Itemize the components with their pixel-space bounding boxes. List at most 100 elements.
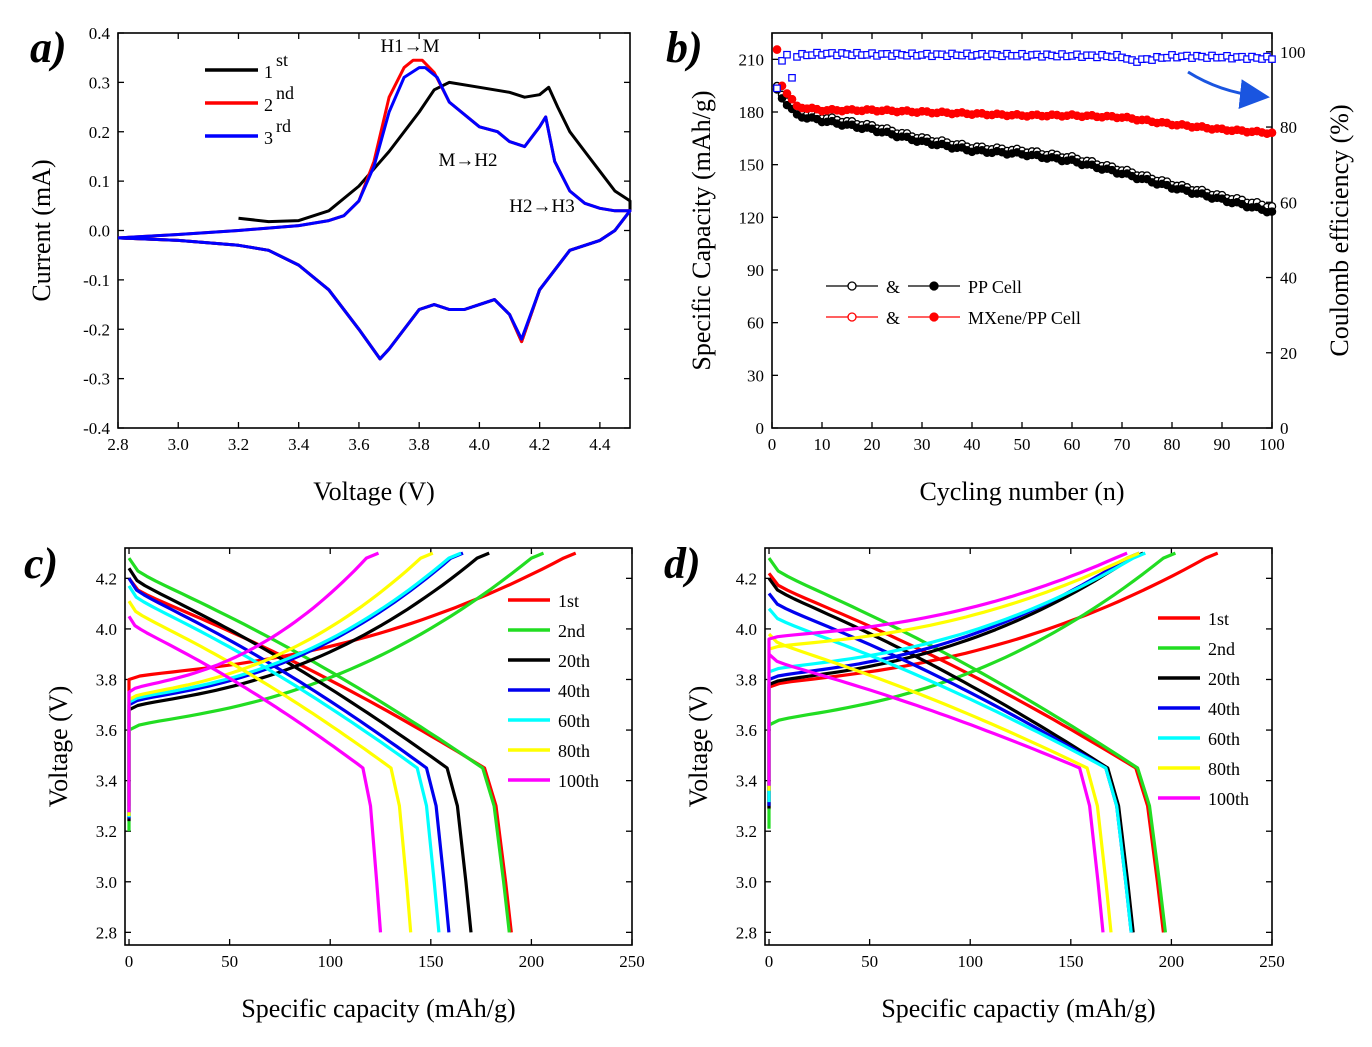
pp-discharge-point [1267, 207, 1277, 216]
legend-label: 20th [1208, 669, 1240, 689]
mxene-discharge-point [1267, 128, 1277, 138]
charge-curve-1st [127, 551, 577, 806]
y2-tick-label: 40 [1280, 269, 1297, 288]
x-tick-label: 2.8 [107, 435, 128, 454]
charge-curve-2nd [767, 551, 1177, 829]
x-tick-label: 4.2 [529, 435, 550, 454]
y-tick-label: 210 [739, 50, 765, 69]
x-tick-label: 200 [519, 952, 545, 971]
legend-label: 80th [558, 741, 590, 761]
mxene-discharge-point [787, 95, 797, 104]
x-tick-label: 4.4 [589, 435, 611, 454]
legend-label: 1st [1208, 609, 1229, 629]
legend-amp: & [886, 308, 900, 328]
charge-curve-100th [767, 551, 1128, 786]
discharge-curve-2nd [767, 557, 1167, 933]
y-tick-label: 3.2 [736, 822, 757, 841]
x-tick-label: 70 [1114, 435, 1131, 454]
annotation-h2-h3: H2→H3 [509, 196, 574, 217]
x-tick-label: 3.6 [348, 435, 369, 454]
panel-label: b) [666, 23, 703, 72]
y-tick-label: 0.3 [89, 73, 110, 92]
x-tick-label: 20 [864, 435, 881, 454]
x-axis-title: Specific capacity (mAh/g) [241, 994, 515, 1023]
y-tick-label: -0.3 [83, 370, 110, 389]
charge-curve-20th [127, 551, 490, 822]
x-tick-label: 50 [861, 952, 878, 971]
y-tick-label: 0.4 [89, 24, 111, 43]
annotation-h1-m: H1→M [380, 36, 439, 57]
y-tick-label: 0.1 [89, 172, 110, 191]
y-tick-label: 4.0 [736, 620, 757, 639]
efficiency-point [783, 50, 791, 59]
y-axis-title: Voltage (V) [44, 686, 73, 808]
efficiency-point [1268, 55, 1276, 63]
y-tick-label: 3.2 [96, 822, 117, 841]
x-tick-label: 30 [914, 435, 931, 454]
discharge-curve-1st [127, 577, 513, 933]
x-tick-label: 0 [765, 952, 774, 971]
legend-label: 80th [1208, 759, 1240, 779]
discharge-curve-20th [767, 577, 1135, 933]
charge-curve-2nd [127, 551, 545, 832]
y-tick-label: 4.2 [736, 569, 757, 588]
y-tick-label: -0.4 [83, 419, 110, 438]
y-tick-label: 150 [739, 156, 765, 175]
y-axis-title: Voltage (V) [684, 686, 713, 808]
x-tick-label: 3.8 [409, 435, 430, 454]
y2-tick-label: 20 [1280, 344, 1297, 363]
legend-marker-filled [929, 312, 939, 322]
x-tick-label: 100 [957, 952, 983, 971]
legend-label: PP Cell [968, 277, 1022, 297]
y-tick-label: 3.0 [736, 873, 757, 892]
discharge-curve-40th [127, 577, 451, 933]
legend-label-num: 2 [264, 95, 273, 115]
x-tick-label: 150 [1058, 952, 1084, 971]
legend-label: 100th [1208, 789, 1249, 809]
legend-label: 60th [1208, 729, 1240, 749]
y-tick-label: 2.8 [96, 923, 117, 942]
x-tick-label: 80 [1164, 435, 1181, 454]
y-tick-label: 3.8 [96, 670, 117, 689]
y-tick-label: 4.2 [96, 569, 117, 588]
discharge-curve-20th [127, 567, 473, 933]
y-tick-label: 3.4 [736, 772, 758, 791]
pp-discharge-point [777, 94, 787, 103]
charge-curve-100th [127, 551, 380, 813]
x-tick-label: 150 [418, 952, 444, 971]
legend-label: 40th [1208, 699, 1240, 719]
panel-label: a) [30, 23, 67, 72]
x-tick-label: 3.2 [228, 435, 249, 454]
y-tick-label: 4.0 [96, 620, 117, 639]
cv-curve-3rd [117, 66, 632, 361]
legend-label: MXene/PP Cell [968, 308, 1081, 328]
legend-label: 60th [558, 711, 590, 731]
y-tick-label: 3.0 [96, 873, 117, 892]
discharge-curve-100th [767, 653, 1105, 933]
trend-arrow [1187, 70, 1270, 110]
y2-axis-title: Coulomb efficiency (%) [1325, 104, 1354, 356]
y-tick-label: -0.2 [83, 320, 110, 339]
discharge-curve-60th [127, 585, 441, 933]
x-tick-label: 50 [221, 952, 238, 971]
legend-marker-filled [929, 281, 939, 291]
x-tick-label: 200 [1159, 952, 1185, 971]
y-tick-label: 30 [747, 366, 764, 385]
y-tick-label: 120 [739, 208, 765, 227]
y2-tick-label: 60 [1280, 193, 1297, 212]
x-tick-label: 250 [1259, 952, 1285, 971]
efficiency-point [788, 74, 796, 82]
legend-label-sup: rd [276, 116, 291, 136]
panel-b: 0 10 20 30 40 50 60 70 80 90 100030609012015018021… [666, 23, 1354, 506]
y2-tick-label: 0 [1280, 419, 1289, 438]
charge-curve-1st [767, 551, 1219, 810]
discharge-curve-2nd [127, 557, 511, 933]
charge-curve-20th [767, 551, 1144, 809]
x-tick-label: 4.0 [469, 435, 490, 454]
plot-frame [771, 32, 1273, 429]
y-tick-label: 0 [756, 419, 765, 438]
panel-d: 0 50 100 150 200 250 2.8 3.0 3.2 3.4 3.6 3.8 4.0 4.2 S… [664, 539, 1285, 1023]
discharge-curve-80th [127, 600, 413, 933]
y-tick-label: 3.6 [736, 721, 757, 740]
charge-curve-80th [127, 551, 434, 816]
